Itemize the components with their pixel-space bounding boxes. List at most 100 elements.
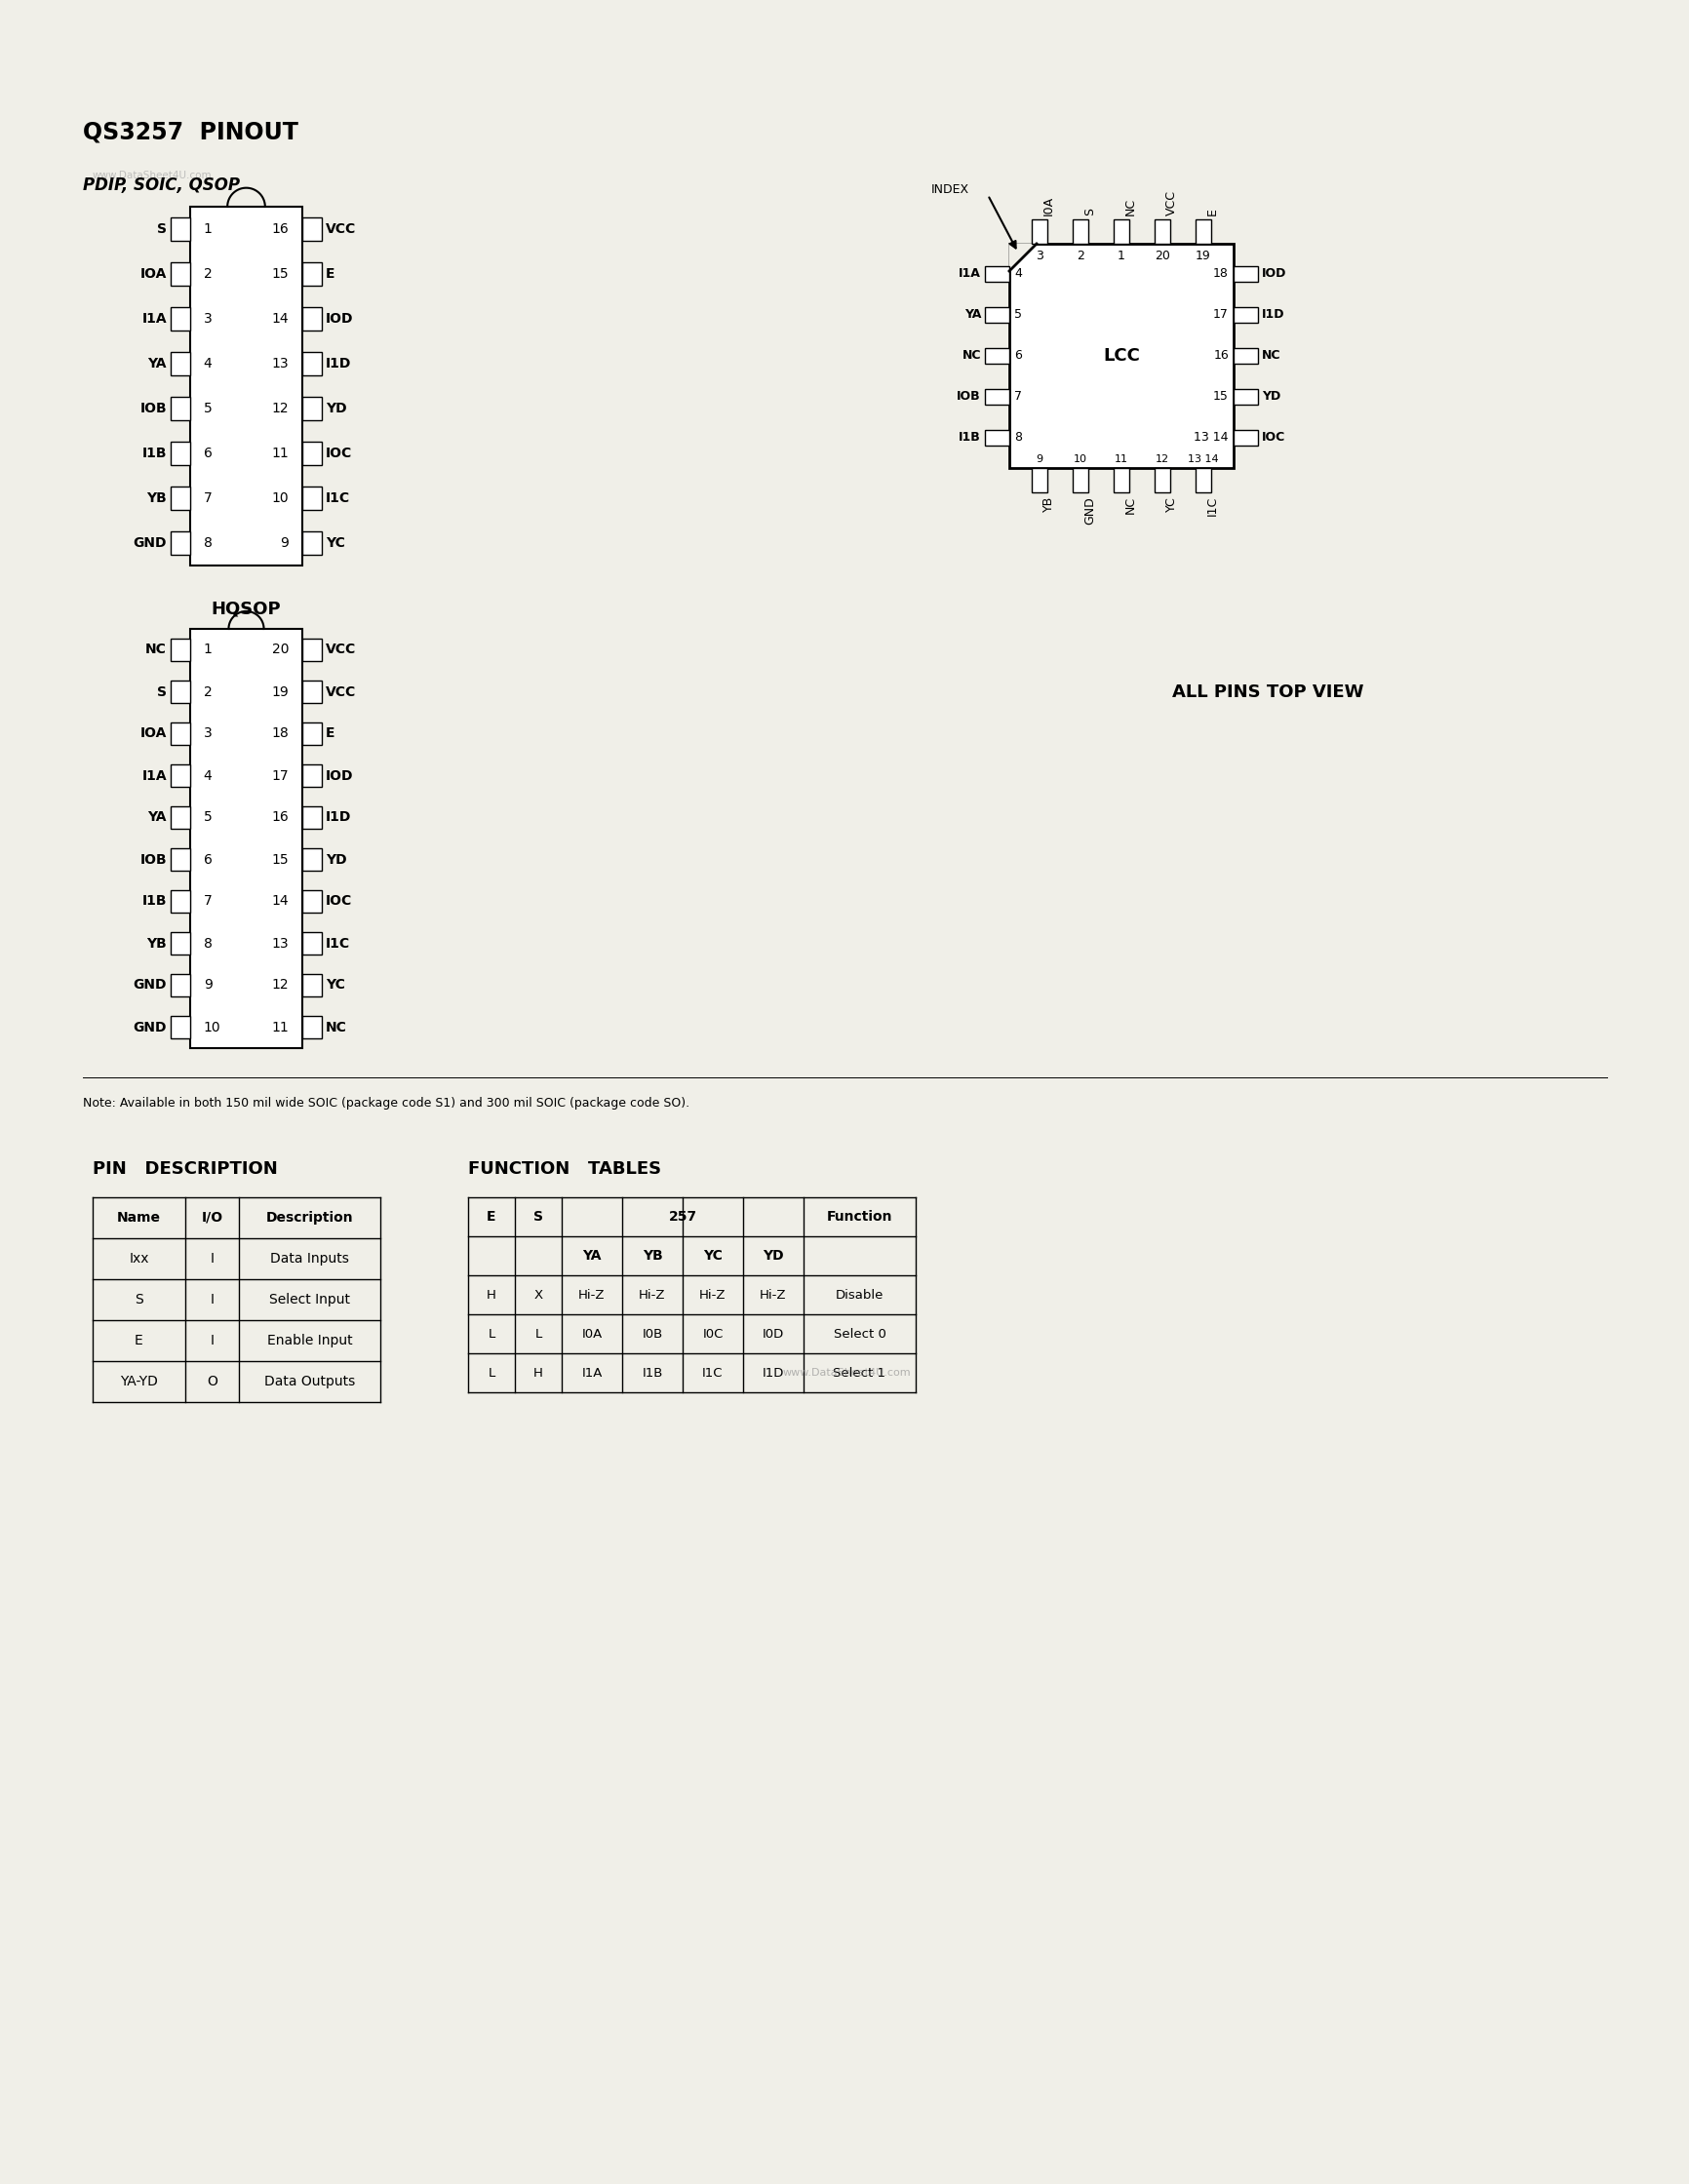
Text: 2: 2 <box>203 686 213 699</box>
Text: 10: 10 <box>272 491 289 505</box>
Text: YA-YD: YA-YD <box>120 1374 157 1389</box>
Text: 5: 5 <box>1013 308 1022 321</box>
Text: INDEX: INDEX <box>931 183 969 197</box>
Text: NC: NC <box>961 349 980 363</box>
Text: 3: 3 <box>203 312 213 325</box>
Bar <box>171 487 191 509</box>
Text: Select Input: Select Input <box>269 1293 350 1306</box>
Text: H: H <box>486 1289 497 1302</box>
Text: I1C: I1C <box>326 937 350 950</box>
Text: YD: YD <box>762 1249 784 1262</box>
Text: Enable Input: Enable Input <box>267 1334 351 1348</box>
Text: YD: YD <box>1262 391 1280 404</box>
Bar <box>302 723 321 745</box>
Bar <box>302 974 321 996</box>
Text: S: S <box>135 1293 144 1306</box>
Text: 16: 16 <box>272 810 289 823</box>
Text: LCC: LCC <box>1103 347 1140 365</box>
Bar <box>1008 245 1233 467</box>
Text: YC: YC <box>1165 496 1177 511</box>
Text: 13 14: 13 14 <box>1194 432 1228 443</box>
Text: PDIP, SOIC, QSOP: PDIP, SOIC, QSOP <box>83 177 240 194</box>
Text: Select 1: Select 1 <box>833 1367 885 1378</box>
Bar <box>171 764 191 786</box>
Text: 20: 20 <box>1154 249 1169 262</box>
Text: I: I <box>209 1293 215 1306</box>
Text: E: E <box>1206 207 1218 216</box>
Text: 18: 18 <box>1213 269 1228 280</box>
Text: VCC: VCC <box>326 642 356 657</box>
Bar <box>302 638 321 662</box>
Text: IOC: IOC <box>1262 432 1285 443</box>
Bar <box>1154 218 1169 245</box>
Text: YB: YB <box>642 1249 662 1262</box>
Bar <box>1032 218 1047 245</box>
Text: 20: 20 <box>272 642 289 657</box>
Bar <box>171 806 191 828</box>
Text: 6: 6 <box>203 446 213 461</box>
Text: I1B: I1B <box>642 1367 662 1378</box>
Bar <box>1233 266 1257 282</box>
Text: 14: 14 <box>272 895 289 909</box>
Bar <box>171 638 191 662</box>
Text: IOA: IOA <box>140 727 167 740</box>
Text: www.DataSheet4U.com: www.DataSheet4U.com <box>93 170 213 181</box>
Text: E: E <box>326 727 334 740</box>
Text: 1: 1 <box>1116 249 1125 262</box>
Text: 257: 257 <box>669 1210 696 1223</box>
Text: 12: 12 <box>272 978 289 992</box>
Text: YC: YC <box>326 537 345 550</box>
Bar <box>171 847 191 871</box>
Text: L: L <box>488 1367 495 1378</box>
Text: 4: 4 <box>203 769 213 782</box>
Bar <box>302 441 321 465</box>
Text: 1: 1 <box>203 642 213 657</box>
Text: 13 14: 13 14 <box>1187 454 1218 465</box>
Bar <box>1073 218 1088 245</box>
Text: GND: GND <box>133 978 167 992</box>
Text: 10: 10 <box>1073 454 1086 465</box>
Bar <box>171 441 191 465</box>
Text: 7: 7 <box>203 491 213 505</box>
Text: Ixx: Ixx <box>128 1251 149 1265</box>
Text: 3: 3 <box>203 727 213 740</box>
Text: www.DataSheet4U.com: www.DataSheet4U.com <box>782 1367 910 1378</box>
Bar <box>302 806 321 828</box>
Text: I/O: I/O <box>201 1210 223 1225</box>
Text: YD: YD <box>326 852 346 867</box>
Bar <box>302 487 321 509</box>
Bar <box>171 974 191 996</box>
Text: IOA: IOA <box>140 266 167 282</box>
Text: I1D: I1D <box>762 1367 784 1378</box>
Text: 6: 6 <box>203 852 213 867</box>
Text: GND: GND <box>1083 496 1096 524</box>
Text: I1C: I1C <box>326 491 350 505</box>
Bar <box>171 531 191 555</box>
Bar <box>1233 430 1257 446</box>
Bar <box>1073 467 1088 491</box>
Bar <box>985 430 1008 446</box>
Bar <box>302 847 321 871</box>
Text: S: S <box>534 1210 542 1223</box>
Text: I1D: I1D <box>1262 308 1284 321</box>
Text: 19: 19 <box>1196 249 1211 262</box>
Text: YC: YC <box>703 1249 723 1262</box>
Text: 11: 11 <box>272 446 289 461</box>
Text: VCC: VCC <box>326 686 356 699</box>
Text: 15: 15 <box>1213 391 1228 404</box>
Text: YB: YB <box>147 491 167 505</box>
Text: I1B: I1B <box>142 895 167 909</box>
Text: I0A: I0A <box>1042 197 1054 216</box>
Bar <box>302 1016 321 1037</box>
Text: 9: 9 <box>280 537 289 550</box>
Text: NC: NC <box>145 642 167 657</box>
Text: 8: 8 <box>203 537 213 550</box>
Text: 19: 19 <box>272 686 289 699</box>
Text: I1A: I1A <box>142 312 167 325</box>
Text: E: E <box>486 1210 497 1223</box>
Text: E: E <box>326 266 334 282</box>
Bar <box>1154 467 1169 491</box>
Text: I1A: I1A <box>142 769 167 782</box>
Text: HQSOP: HQSOP <box>211 601 280 618</box>
Bar <box>985 389 1008 404</box>
